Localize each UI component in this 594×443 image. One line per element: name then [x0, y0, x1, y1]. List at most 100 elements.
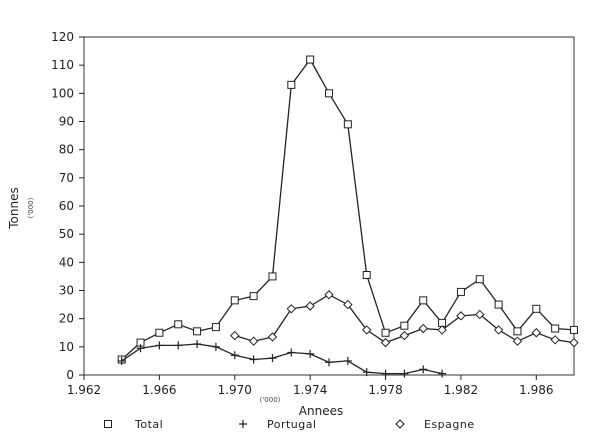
- x-axis: 1.962 1.966 1.970 1.974 1.978 1.982 1.986: [67, 375, 553, 397]
- data-point-total: [230, 296, 239, 305]
- data-point-portugal: [306, 349, 315, 358]
- data-point-portugal: [325, 358, 333, 367]
- data-point-espagne: [286, 304, 297, 314]
- data-point-total: [513, 327, 522, 336]
- data-point-espagne: [267, 332, 278, 342]
- data-point-total: [343, 120, 352, 129]
- data-point-portugal: [117, 356, 126, 365]
- y-tick-label: 0: [66, 368, 74, 382]
- y-tick-label: 70: [59, 171, 74, 185]
- data-point-espagne: [531, 328, 542, 338]
- data-point-portugal: [287, 348, 296, 357]
- data-point-portugal: [230, 351, 239, 360]
- data-point-espagne: [493, 325, 504, 335]
- data-point-total: [475, 275, 484, 284]
- data-point-total: [570, 325, 578, 334]
- data-point-total: [306, 55, 315, 64]
- y-tick-label: 10: [59, 340, 74, 354]
- data-point-portugal: [174, 341, 183, 350]
- data-point-total: [400, 321, 409, 330]
- data-point-espagne: [569, 337, 579, 348]
- data-point-espagne: [456, 311, 466, 321]
- series-espagne: [230, 290, 579, 348]
- legend-marker-total: [104, 420, 112, 428]
- series-line-total: [121, 58, 575, 360]
- data-point-espagne: [512, 336, 523, 346]
- y-tick-label: 120: [51, 30, 74, 44]
- y-tick-label: 90: [59, 115, 74, 129]
- data-point-portugal: [343, 356, 352, 365]
- data-point-total: [287, 80, 296, 89]
- data-point-espagne: [324, 290, 334, 300]
- data-point-portugal: [136, 344, 145, 353]
- legend-label-portugal: Portugal: [267, 418, 317, 431]
- x-tick-label: 1.962: [67, 383, 101, 397]
- data-point-portugal: [419, 365, 428, 374]
- data-point-total: [362, 271, 371, 280]
- data-point-portugal: [362, 368, 371, 377]
- data-point-espagne: [230, 330, 240, 341]
- data-point-total: [532, 304, 541, 313]
- data-point-espagne: [475, 309, 485, 320]
- data-point-total: [193, 327, 202, 336]
- x-tick-label: 1.982: [444, 383, 478, 397]
- data-point-portugal: [193, 340, 202, 349]
- x-tick-label: 1.978: [368, 383, 402, 397]
- y-tick-label: 100: [51, 86, 74, 100]
- data-point-total: [249, 292, 258, 301]
- legend: Total Portugal Espagne: [104, 418, 475, 431]
- data-point-portugal: [400, 369, 409, 378]
- y-tick-label: 110: [51, 58, 74, 72]
- data-point-total: [211, 323, 220, 332]
- x-tick-label: 1.970: [218, 383, 252, 397]
- data-point-espagne: [343, 299, 353, 310]
- data-point-portugal: [381, 369, 390, 378]
- y-axis-note: ('000): [27, 197, 35, 218]
- data-point-portugal: [249, 355, 258, 364]
- series-layer: [117, 55, 579, 378]
- x-tick-label: 1.966: [142, 383, 176, 397]
- data-point-espagne: [437, 325, 447, 335]
- data-point-total: [325, 89, 333, 98]
- x-axis-note: ('000): [260, 396, 281, 404]
- data-point-total: [551, 324, 560, 333]
- x-axis-title: Annees: [299, 404, 343, 418]
- series-portugal: [117, 340, 447, 378]
- data-point-espagne: [361, 325, 372, 335]
- legend-item-portugal: Portugal: [239, 418, 317, 431]
- legend-marker-portugal: [239, 420, 247, 428]
- legend-label-espagne: Espagne: [424, 418, 475, 431]
- data-point-portugal: [438, 369, 447, 378]
- y-tick-label: 50: [59, 227, 74, 241]
- data-point-espagne: [305, 301, 315, 311]
- x-tick-label: 1.974: [293, 383, 327, 397]
- data-point-total: [381, 328, 390, 337]
- y-tick-label: 60: [59, 199, 74, 213]
- series-line-portugal: [121, 343, 443, 375]
- data-point-espagne: [418, 323, 428, 334]
- y-axis-title: Tonnes: [7, 187, 21, 229]
- data-point-total: [155, 328, 164, 337]
- legend-item-total: Total: [104, 418, 163, 431]
- plot-frame: [83, 36, 575, 376]
- data-point-espagne: [380, 337, 391, 348]
- y-tick-label: 80: [59, 143, 74, 157]
- y-tick-label: 30: [59, 284, 74, 298]
- series-total: [117, 55, 578, 364]
- data-point-portugal: [211, 342, 220, 351]
- data-point-espagne: [550, 335, 560, 345]
- x-tick-label: 1.986: [519, 383, 553, 397]
- y-tick-label: 40: [59, 255, 74, 269]
- data-point-total: [268, 272, 277, 281]
- data-point-portugal: [268, 354, 277, 363]
- data-point-total: [456, 287, 465, 296]
- legend-label-total: Total: [134, 418, 163, 431]
- data-point-total: [419, 296, 428, 305]
- legend-item-espagne: Espagne: [395, 418, 475, 431]
- legend-marker-espagne: [395, 419, 405, 429]
- data-point-total: [494, 300, 503, 309]
- data-point-espagne: [248, 336, 259, 346]
- data-point-espagne: [399, 330, 410, 341]
- data-point-portugal: [155, 341, 164, 350]
